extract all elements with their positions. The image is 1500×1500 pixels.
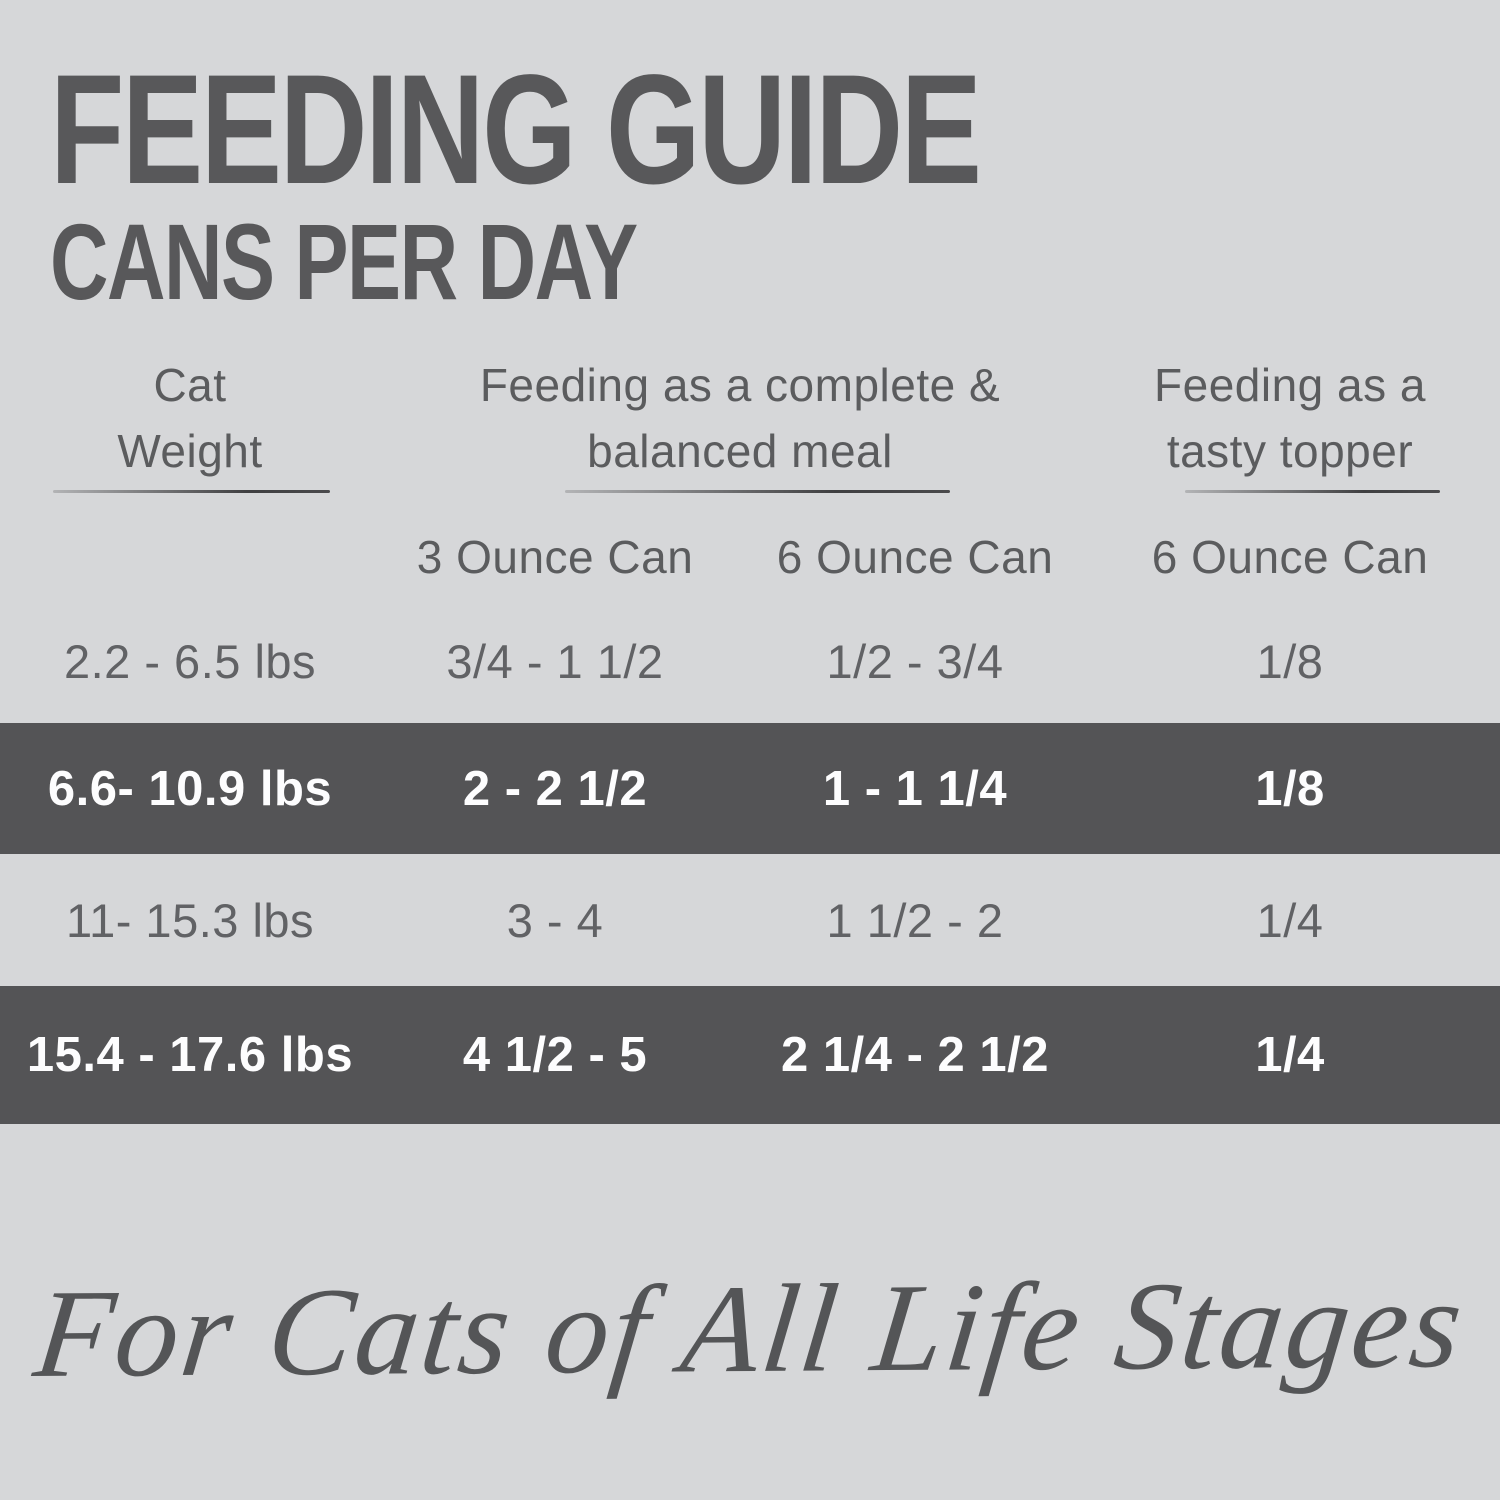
column-group-cat-weight: Cat Weight xyxy=(0,352,380,487)
cell-topper-6oz: 1/8 xyxy=(1256,635,1324,688)
complete-meal-line1: Feeding as a complete & xyxy=(479,359,1001,411)
cell-complete-6oz: 1 1/2 - 2 xyxy=(826,893,1004,947)
cell-complete-3oz: 2 - 2 1/2 xyxy=(462,761,648,816)
table-row: 11- 15.3 lbs 3 - 4 1 1/2 - 2 1/4 xyxy=(0,854,1500,986)
cell-complete-3oz: 4 1/2 - 5 xyxy=(462,1028,648,1082)
cell-weight: 15.4 - 17.6 lbs xyxy=(26,1028,354,1082)
all-life-stages-tagline: For Cats of All Life Stages xyxy=(28,1255,1472,1404)
cell-topper-6oz: 1/8 xyxy=(1255,761,1325,816)
column-group-complete-meal: Feeding as a complete & balanced meal xyxy=(380,352,1100,487)
cell-complete-6oz: 2 1/4 - 2 1/2 xyxy=(780,1028,1049,1082)
cell-complete-6oz: 1 - 1 1/4 xyxy=(822,761,1008,816)
cell-complete-3oz: 3 - 4 xyxy=(506,893,604,947)
cat-weight-line2: Weight xyxy=(117,425,263,477)
cell-weight: 6.6- 10.9 lbs xyxy=(47,761,333,816)
subheader-6oz-can-topper: 6 Ounce Can xyxy=(1151,531,1429,583)
cell-topper-6oz: 1/4 xyxy=(1256,893,1324,947)
column-group-tasty-topper: Feeding as a tasty topper xyxy=(1100,352,1480,487)
cell-weight: 11- 15.3 lbs xyxy=(65,893,315,947)
table-row: 2.2 - 6.5 lbs 3/4 - 1 1/2 1/2 - 3/4 1/8 xyxy=(0,600,1500,723)
table-row-highlighted: 6.6- 10.9 lbs 2 - 2 1/2 1 - 1 1/4 1/8 xyxy=(0,723,1500,854)
tasty-topper-line2: tasty topper xyxy=(1166,425,1414,477)
subheader-6oz-can-meal: 6 Ounce Can xyxy=(776,531,1054,583)
table-row-highlighted: 15.4 - 17.6 lbs 4 1/2 - 5 2 1/4 - 2 1/2 … xyxy=(0,986,1500,1124)
complete-meal-line2: balanced meal xyxy=(587,425,893,477)
underline-complete-meal xyxy=(565,490,950,493)
page-title: FEEDING GUIDE xyxy=(50,43,982,217)
subheader-3oz-can: 3 Ounce Can xyxy=(416,531,694,583)
cell-weight: 2.2 - 6.5 lbs xyxy=(63,635,317,688)
cell-complete-6oz: 1/2 - 3/4 xyxy=(826,635,1004,688)
cell-complete-3oz: 3/4 - 1 1/2 xyxy=(446,635,664,688)
underline-tasty-topper xyxy=(1185,490,1440,493)
cat-weight-line1: Cat xyxy=(153,359,227,411)
tasty-topper-line1: Feeding as a xyxy=(1154,359,1426,411)
page-subtitle: CANS PER DAY xyxy=(50,201,638,322)
underline-cat-weight xyxy=(53,490,330,493)
cell-topper-6oz: 1/4 xyxy=(1255,1028,1325,1082)
